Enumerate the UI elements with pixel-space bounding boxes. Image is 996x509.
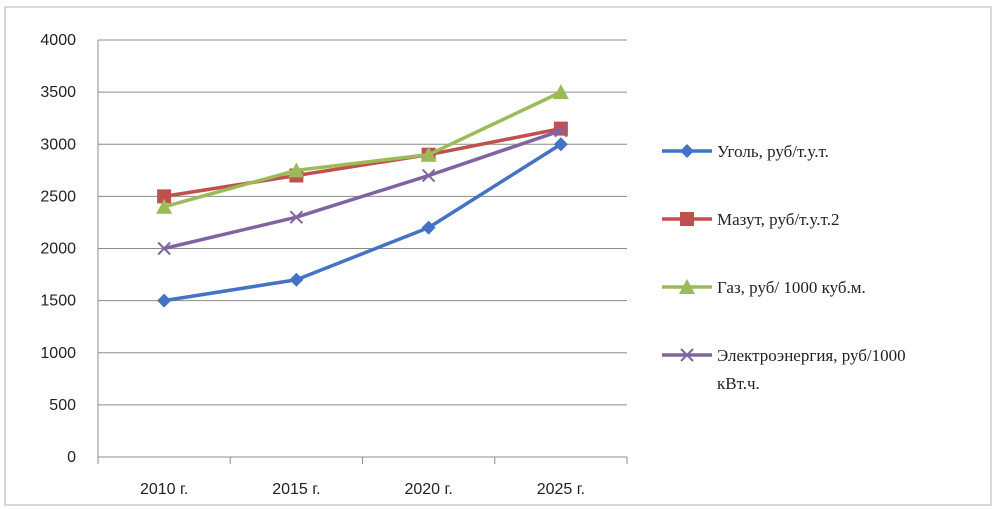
legend-label: Газ, руб/ 1000 куб.м. — [717, 278, 866, 297]
data-point — [157, 293, 172, 308]
series-line — [163, 90, 562, 209]
y-tick-label: 500 — [49, 397, 76, 414]
legend-marker — [680, 348, 694, 362]
x-tick-label: 2015 г. — [272, 481, 320, 498]
legend-marker — [680, 144, 694, 158]
data-point — [421, 220, 436, 235]
series-4 — [157, 123, 568, 256]
data-point — [288, 162, 305, 178]
x-tick-label: 2020 г. — [404, 481, 452, 498]
data-point — [420, 146, 437, 162]
legend-item-2: Мазут, руб/т.у.т.2 — [662, 210, 839, 229]
data-point — [553, 137, 568, 152]
data-point — [552, 84, 569, 100]
chart-frame — [4, 6, 992, 506]
legend-marker — [680, 212, 694, 226]
x-tick-label: 2010 г. — [140, 481, 188, 498]
y-tick-label: 1500 — [40, 293, 76, 310]
y-tick-label: 2500 — [40, 188, 76, 205]
series-line — [163, 142, 562, 303]
legend-item-3: Газ, руб/ 1000 куб.м. — [662, 278, 866, 297]
data-point — [157, 241, 171, 256]
legend-label: Уголь, руб/т.у.т. — [717, 142, 829, 161]
series-1 — [157, 137, 568, 308]
legend-label: Электроэнергия, руб/1000 кВт.ч. — [717, 346, 906, 393]
y-tick-label: 3000 — [40, 136, 76, 153]
legend-marker — [679, 279, 695, 294]
data-point — [421, 168, 436, 183]
series-line — [163, 129, 562, 251]
series-3 — [156, 84, 569, 214]
y-tick-label: 4000 — [40, 32, 76, 49]
series-line — [163, 126, 562, 199]
data-point — [157, 189, 172, 204]
data-point — [156, 198, 173, 214]
data-point — [289, 210, 304, 224]
legend-label: Мазут, руб/т.у.т.2 — [717, 210, 839, 229]
y-tick-label: 0 — [67, 449, 76, 466]
legend-item-4: Электроэнергия, руб/1000 кВт.ч. — [662, 346, 906, 393]
y-tick-label: 1000 — [40, 345, 76, 362]
y-tick-label: 3500 — [40, 84, 76, 101]
y-tick-label: 2000 — [40, 241, 76, 258]
x-tick-label: 2025 г. — [537, 481, 585, 498]
data-point — [289, 272, 304, 287]
legend-item-1: Уголь, руб/т.у.т. — [662, 142, 829, 161]
data-point — [554, 123, 568, 138]
